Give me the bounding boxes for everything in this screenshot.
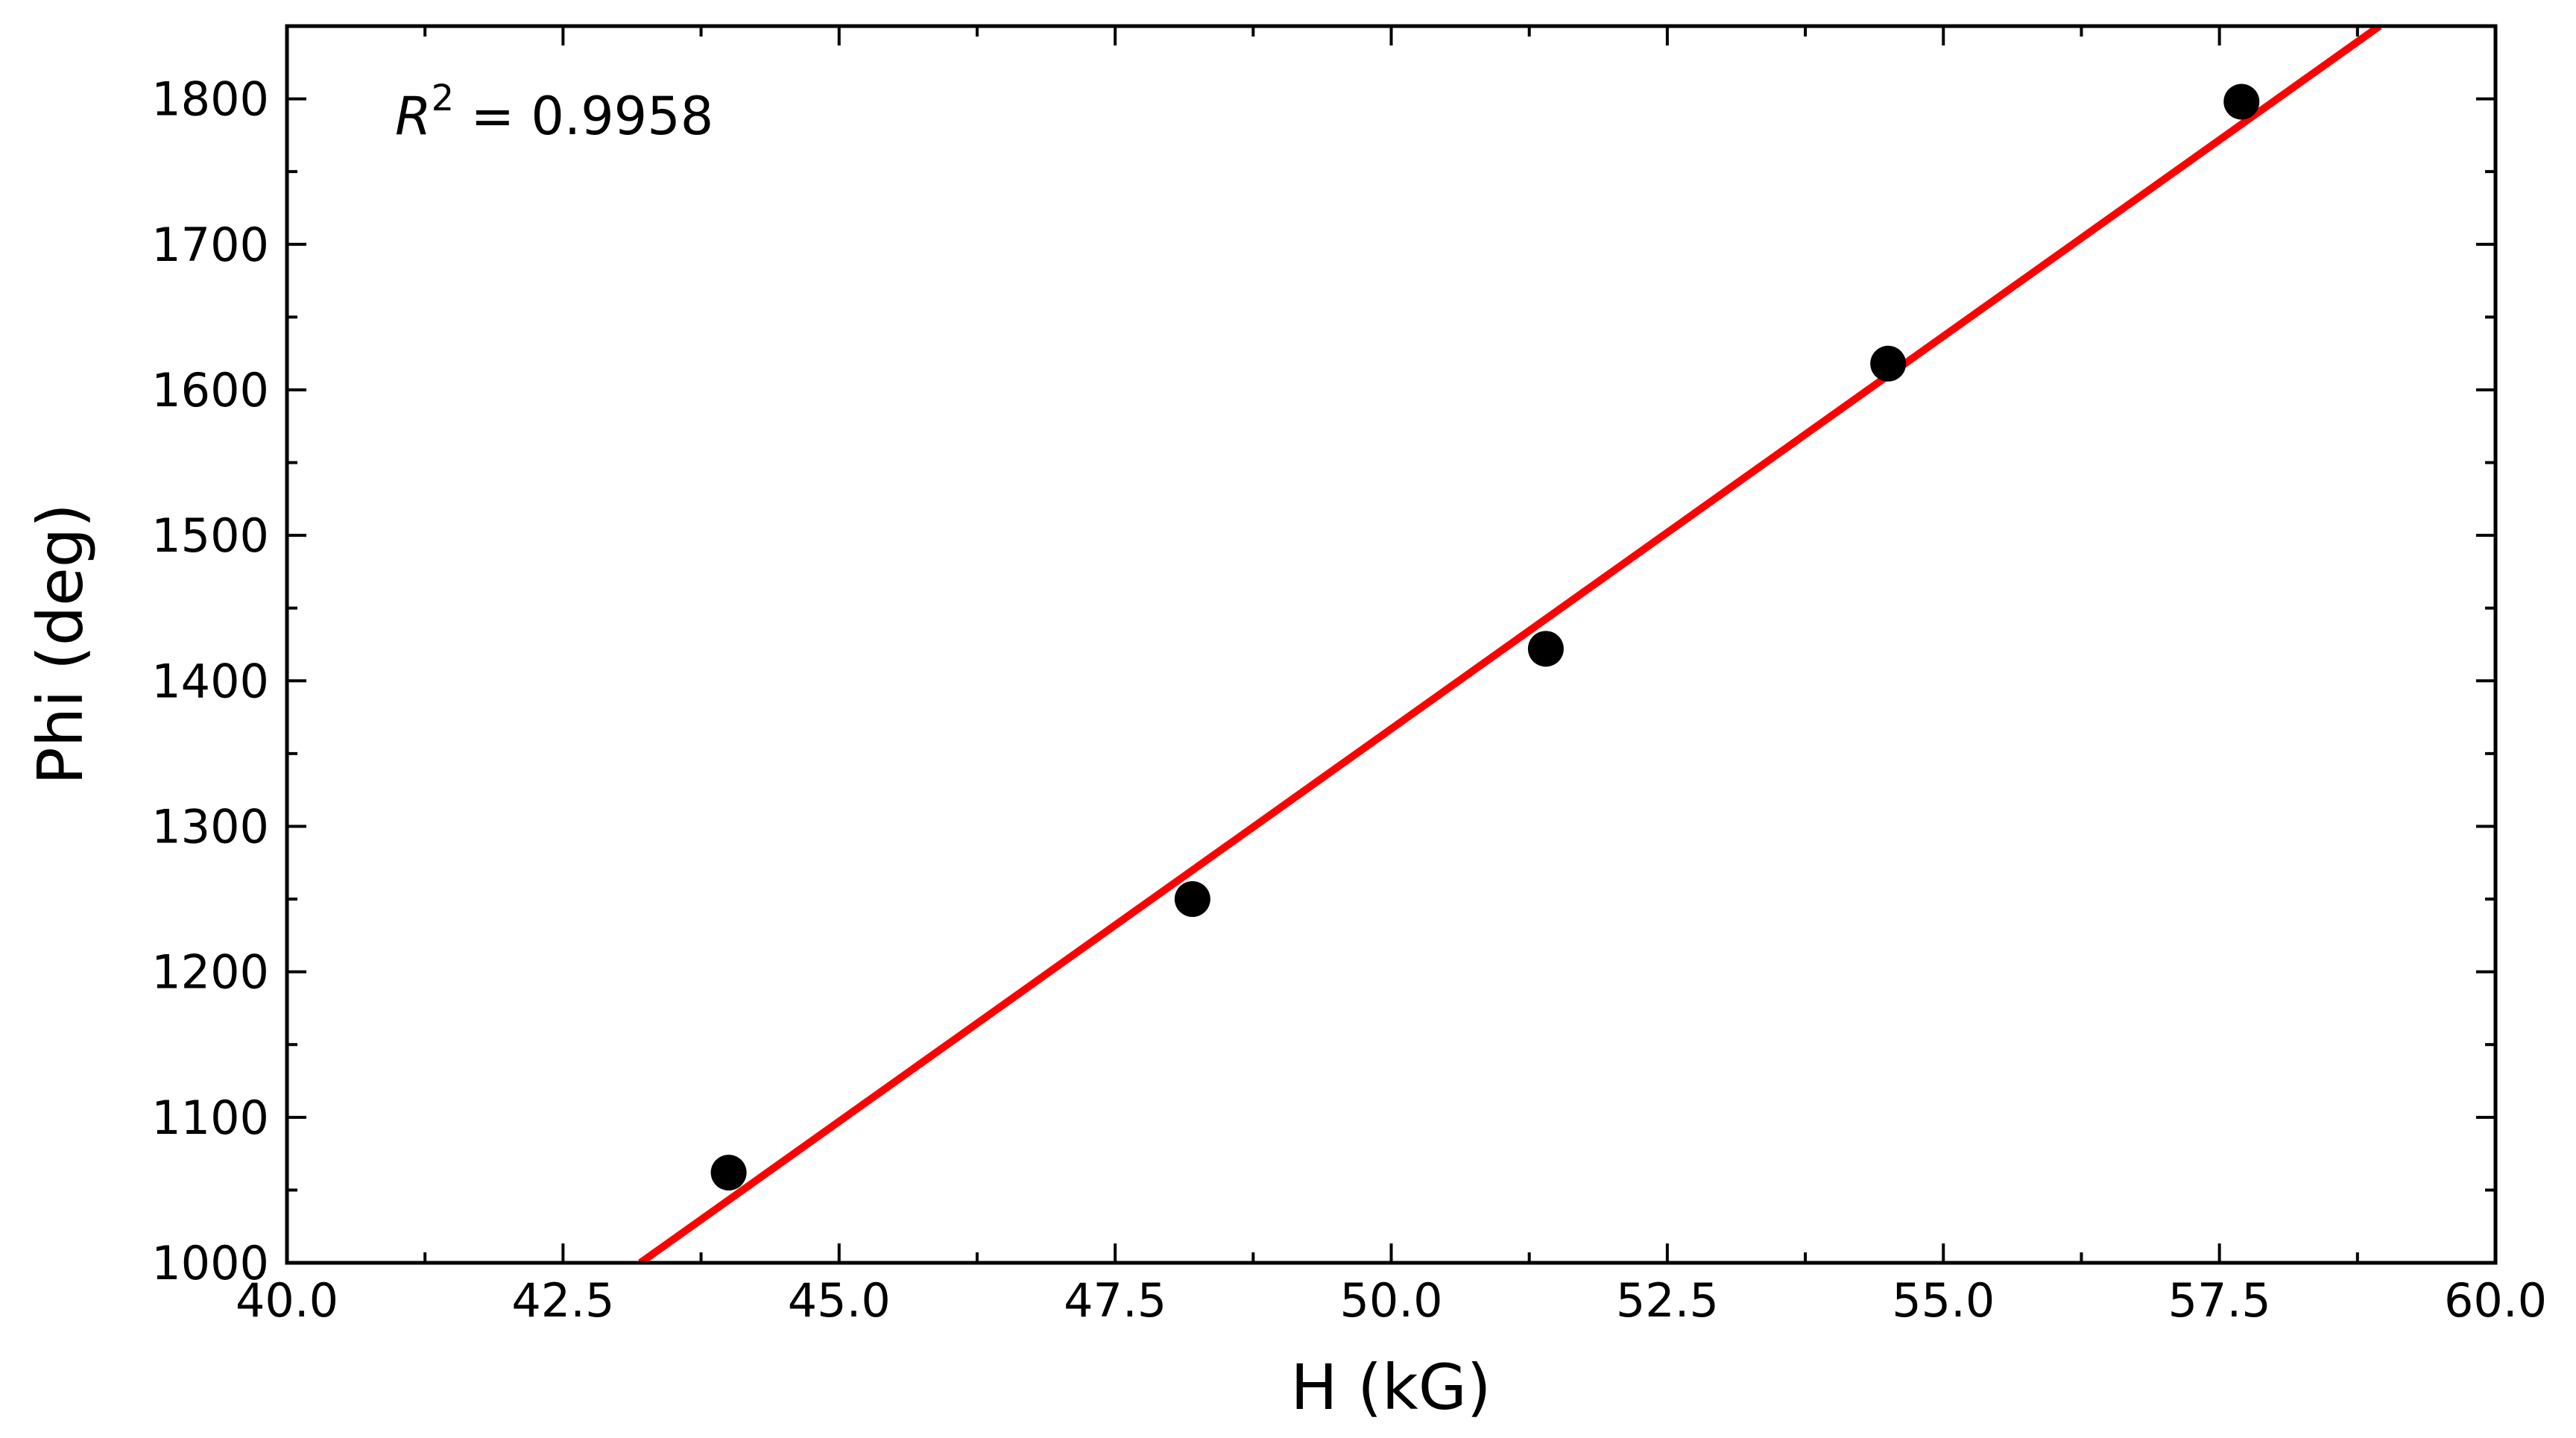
r-squared-annotation: R2 = 0.9958	[395, 78, 713, 147]
data-point	[2223, 83, 2260, 120]
x-tick-label: 57.5	[2168, 1273, 2271, 1328]
y-tick-label: 1300	[151, 799, 269, 854]
y-axis-label: Phi (deg)	[24, 503, 97, 785]
minor-ticks	[287, 26, 2496, 1263]
data-points	[710, 83, 2260, 1191]
r-symbol: R	[395, 86, 432, 147]
r-superscript: 2	[432, 78, 455, 119]
r-equals: =	[454, 86, 531, 147]
data-point	[1174, 881, 1210, 918]
y-tick-label: 1700	[151, 218, 269, 272]
y-tick-labels: 1000 1100 1200 1300 1400 1500 1600 1700 1800	[151, 72, 269, 1290]
x-tick-label: 45.0	[788, 1273, 891, 1328]
x-tick-label: 60.0	[2444, 1273, 2547, 1328]
plot-content	[638, 26, 2382, 1263]
y-tick-label: 1100	[151, 1091, 269, 1145]
x-tick-labels: 40.0 42.5 45.0 47.5 50.0 52.5 55.0 57.5 60.0	[236, 1273, 2547, 1328]
r-value: 0.9958	[531, 86, 713, 147]
y-tick-label: 1600	[151, 363, 269, 417]
x-tick-label: 50.0	[1339, 1273, 1442, 1328]
plot-frame	[285, 24, 2498, 1265]
data-point	[710, 1154, 747, 1191]
x-tick-label: 42.5	[511, 1273, 614, 1328]
x-tick-label: 55.0	[1892, 1273, 1995, 1328]
x-tick-label: 40.0	[236, 1273, 338, 1328]
fit-line	[638, 26, 2382, 1263]
x-axis-label: H (kG)	[1290, 1351, 1491, 1424]
y-tick-label: 1000	[151, 1236, 269, 1290]
y-tick-label: 1500	[151, 508, 269, 563]
y-tick-label: 1800	[151, 72, 269, 127]
x-tick-label: 47.5	[1064, 1273, 1167, 1328]
data-point	[1870, 345, 1907, 382]
major-ticks	[285, 26, 2497, 1264]
x-tick-label: 52.5	[1616, 1273, 1719, 1328]
y-tick-label: 1400	[151, 654, 269, 708]
data-point	[1527, 631, 1564, 667]
y-tick-label: 1200	[151, 945, 269, 1000]
